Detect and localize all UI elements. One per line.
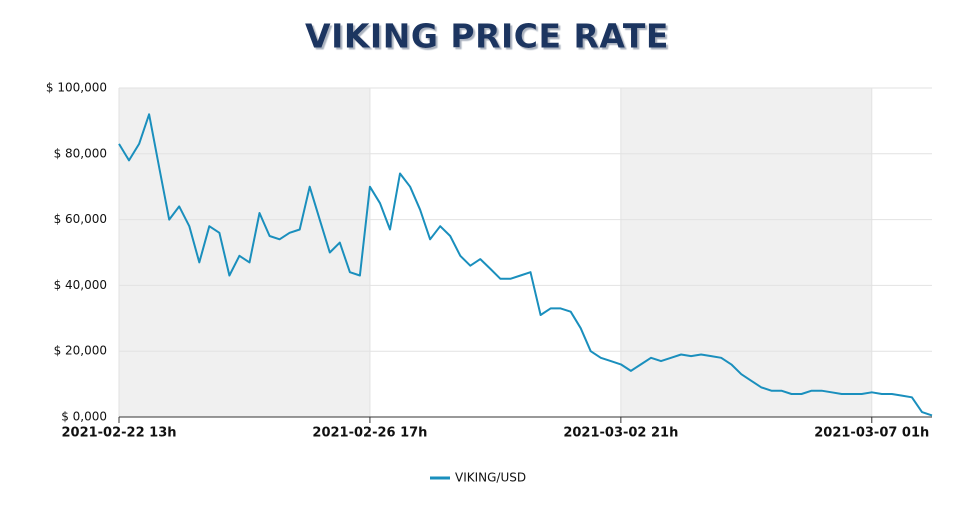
y-tick-label: $ 80,000 <box>54 146 107 160</box>
chart-title: VIKING PRICE RATE <box>305 17 669 56</box>
y-tick-label: $ 100,000 <box>46 81 107 95</box>
y-tick-label: $ 40,000 <box>54 278 107 292</box>
price-line <box>118 113 933 417</box>
x-tick-label: 2021-02-22 13h <box>61 426 176 441</box>
y-tick-label: $ 60,000 <box>54 212 107 226</box>
y-tick-label: $ 20,000 <box>54 344 107 358</box>
x-tick-label: 2021-03-07 01h <box>814 426 929 441</box>
legend-label: VIKING/USD <box>455 471 526 485</box>
plot-band <box>119 88 370 417</box>
x-tick-label: 2021-02-26 17h <box>312 426 427 441</box>
x-tick-label: 2021-03-02 21h <box>563 426 678 441</box>
plot-band <box>620 88 872 417</box>
y-tick-label: $ 0,000 <box>61 410 107 424</box>
